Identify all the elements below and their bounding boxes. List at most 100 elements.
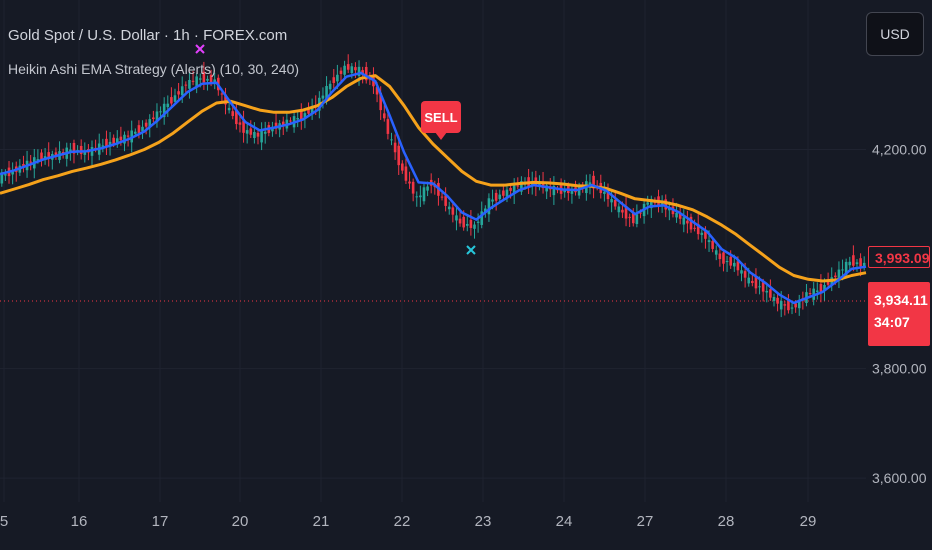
candle-body <box>419 195 422 198</box>
x-tick-label: 27 <box>637 513 654 530</box>
candle-body <box>473 224 476 229</box>
candle-body <box>689 216 693 230</box>
candle-body <box>852 255 855 266</box>
candle-body <box>253 132 256 139</box>
candle-body <box>310 106 314 115</box>
candle-body <box>696 224 700 235</box>
candle-body <box>173 95 177 102</box>
currency-button[interactable]: USD <box>866 12 924 56</box>
candle-body <box>325 86 328 102</box>
candle-body <box>115 138 119 145</box>
candle-body <box>79 145 83 155</box>
candle-body <box>761 282 765 292</box>
candle-body <box>227 107 231 111</box>
x-tick-label: 23 <box>475 513 492 530</box>
candle-body <box>339 70 343 74</box>
candle-body <box>296 118 299 120</box>
candle-body <box>415 196 419 198</box>
candle-body <box>361 70 364 74</box>
candle-body <box>159 111 162 113</box>
candle-body <box>422 187 426 202</box>
candle-body <box>718 253 722 260</box>
candle-body <box>603 191 606 194</box>
candle-body <box>386 119 390 134</box>
candle-body <box>498 194 502 200</box>
candle-body <box>823 284 826 291</box>
candle-body <box>134 131 137 134</box>
candle-body <box>552 185 556 196</box>
candle-body <box>455 215 458 221</box>
candle-body <box>0 172 4 184</box>
candle-body <box>639 212 642 214</box>
candle-body <box>299 111 303 120</box>
candle-body <box>209 74 213 83</box>
candle-body <box>29 161 32 163</box>
candle-body <box>162 103 166 118</box>
candle-body <box>754 276 758 289</box>
candle-body <box>541 181 545 189</box>
candle-body <box>152 117 155 119</box>
candle-body <box>354 67 357 71</box>
heikin-ashi-candles <box>0 54 866 318</box>
candle-body <box>678 213 682 219</box>
candle-body <box>664 199 668 210</box>
candle-body <box>408 181 411 184</box>
candle-body <box>487 198 491 215</box>
candle-body <box>545 185 548 192</box>
candle-body <box>729 256 732 266</box>
candle-body <box>613 199 617 207</box>
candle-body <box>458 218 462 224</box>
x-tick-label: 17 <box>152 513 169 530</box>
candle-body <box>794 303 797 308</box>
candle-body <box>195 76 198 88</box>
candle-body <box>516 185 520 187</box>
candle-body <box>469 219 473 228</box>
candle-body <box>177 91 180 95</box>
symbol-title[interactable]: Gold Spot / U.S. Dollar · 1h · FOREX.com <box>8 27 288 44</box>
candle-body <box>743 271 747 278</box>
candle-body <box>119 136 123 141</box>
candle-body <box>245 130 249 134</box>
candle-body <box>47 152 51 159</box>
candle-body <box>90 147 94 156</box>
candle-body <box>260 130 263 143</box>
candle-body <box>621 209 624 213</box>
candle-body <box>751 280 754 284</box>
candle-body <box>772 296 776 301</box>
candle-body <box>505 189 509 197</box>
candle-body <box>220 93 224 95</box>
candle-body <box>61 151 65 154</box>
last-price-badge: 3,934.11 34:07 <box>868 282 930 346</box>
candle-body <box>862 262 866 268</box>
candle-body <box>646 202 649 205</box>
series-line-ema-10 <box>0 71 867 305</box>
y-tick-label: 3,600.00 <box>872 470 927 486</box>
candle-body <box>476 221 480 223</box>
candle-body <box>126 135 130 137</box>
candle-body <box>274 122 278 129</box>
candle-body <box>238 122 242 125</box>
candle-body <box>101 145 105 147</box>
candle-body <box>426 186 429 191</box>
candle-body <box>592 175 595 189</box>
candle-body <box>714 250 718 255</box>
candle-body <box>783 304 787 306</box>
candle-body <box>855 262 859 265</box>
candle-body <box>635 214 639 224</box>
candle-body <box>231 111 235 116</box>
candle-body <box>502 190 505 196</box>
candle-body <box>797 299 801 309</box>
x-tick-label: 21 <box>313 513 330 530</box>
candle-body <box>790 307 794 309</box>
candle-body <box>332 77 336 83</box>
candle-body <box>725 260 729 263</box>
candle-body <box>837 269 841 281</box>
candle-body <box>72 142 76 154</box>
candle-body <box>628 216 631 218</box>
candle-body <box>202 71 206 83</box>
y-tick-label: 4,200.00 <box>872 142 927 158</box>
indicator-legend[interactable]: Heikin Ashi EMA Strategy (Alerts) (10, 3… <box>8 61 300 77</box>
candle-body <box>631 213 635 224</box>
bar-countdown: 34:07 <box>874 314 910 330</box>
